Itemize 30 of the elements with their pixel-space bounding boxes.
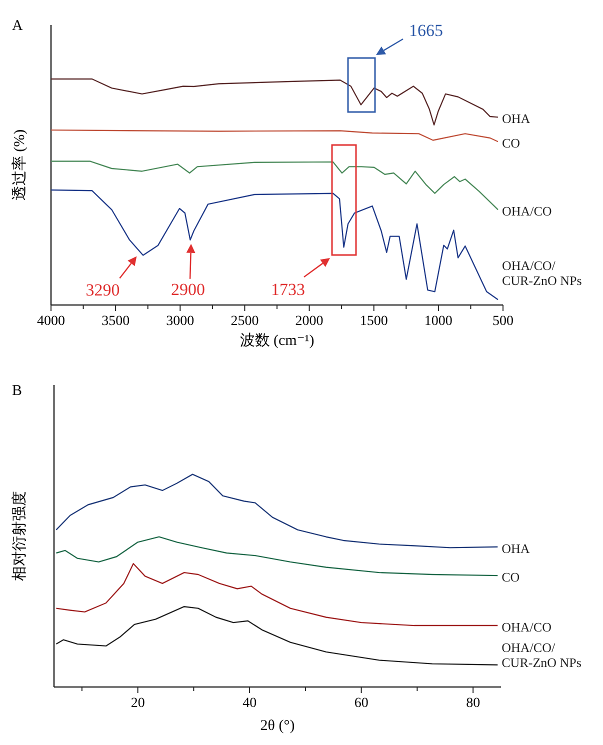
x-tick-label: 1000 — [424, 314, 452, 329]
x-tick-label: 60 — [354, 696, 368, 711]
x-tick-label: 500 — [492, 314, 514, 329]
x-tick-label: 3000 — [166, 314, 194, 329]
series-label: OHA/CO/CUR-ZnO NPs — [502, 640, 582, 670]
annotation: 2900 — [171, 280, 206, 299]
x-axis-title: 2θ (°) — [260, 718, 295, 734]
x-axis-title: 波数 (cm⁻¹) — [240, 332, 314, 349]
series-label: OHA/CO — [502, 620, 552, 635]
x-tick-label: 4000 — [37, 314, 65, 329]
chart-title: A — [12, 18, 23, 34]
series-label: OHA/CO — [502, 204, 552, 219]
x-tick-label: 20 — [130, 696, 145, 711]
chart-title: B — [12, 383, 22, 399]
y-axis-title: 相对衍射强度 — [11, 491, 28, 581]
x-tick-label: 40 — [242, 696, 257, 711]
series-label: CO — [502, 570, 520, 585]
x-tick-label: 2000 — [295, 314, 324, 329]
x-tick-label: 80 — [466, 696, 480, 711]
annotation: 3290 — [86, 280, 120, 300]
series-label: OHA — [502, 111, 531, 126]
series-label: CO — [502, 136, 520, 151]
x-tick-label: 3500 — [102, 314, 130, 329]
y-axis-title: 透过率 (%) — [11, 129, 28, 201]
text: 1665 — [409, 21, 443, 40]
annotation: 1733 — [271, 280, 305, 299]
x-tick-label: 2500 — [230, 314, 259, 329]
x-tick-label: 1500 — [360, 314, 388, 329]
series-label: OHA/CO/CUR-ZnO NPs — [502, 258, 582, 288]
series-label: OHA — [502, 540, 530, 556]
